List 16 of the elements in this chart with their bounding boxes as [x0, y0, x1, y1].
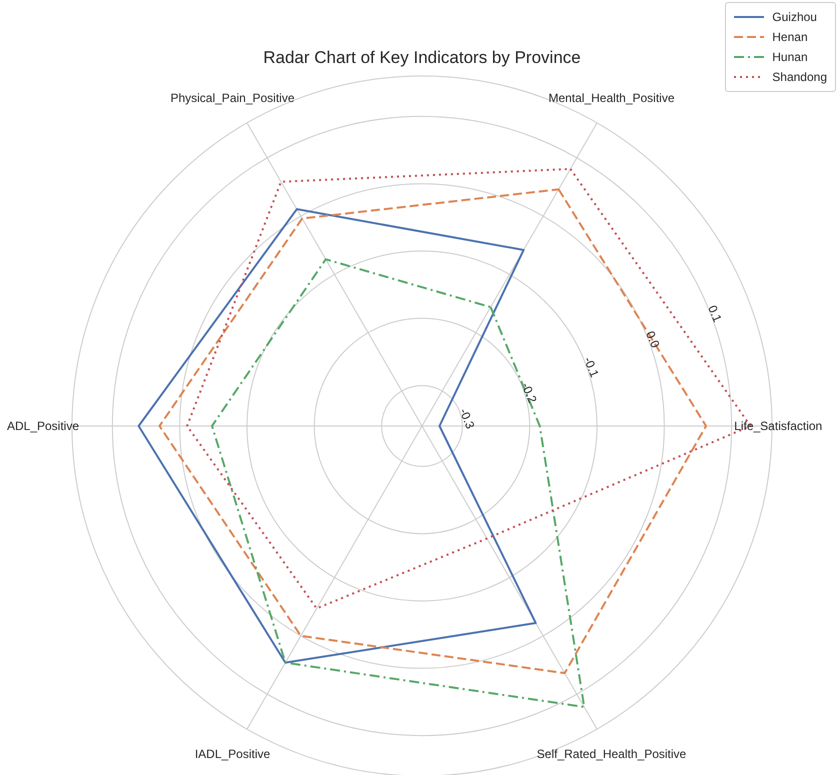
- y-tick-label: -0.1: [580, 354, 602, 380]
- y-tick-label: -0.3: [456, 406, 478, 432]
- spoke-label: Physical_Pain_Positive: [170, 90, 295, 105]
- spoke-label: Self_Rated_Health_Positive: [536, 747, 687, 762]
- legend-label: Henan: [772, 30, 808, 44]
- legend-label: Guizhou: [772, 10, 817, 24]
- spoke-label: IADL_Positive: [194, 747, 271, 762]
- spoke-label: Life_Satisfaction: [734, 419, 822, 433]
- y-tick-label: 0.0: [643, 329, 663, 350]
- legend-label: Hunan: [772, 50, 808, 64]
- legend-label: Shandong: [772, 70, 827, 84]
- text: Radar Chart of Key Indicators by Province: [262, 48, 582, 68]
- spoke-label: ADL_Positive: [6, 419, 80, 433]
- y-tick-label: 0.1: [705, 303, 725, 324]
- spoke-label: Mental_Health_Positive: [548, 90, 675, 105]
- y-tick-label: -0.2: [518, 380, 540, 406]
